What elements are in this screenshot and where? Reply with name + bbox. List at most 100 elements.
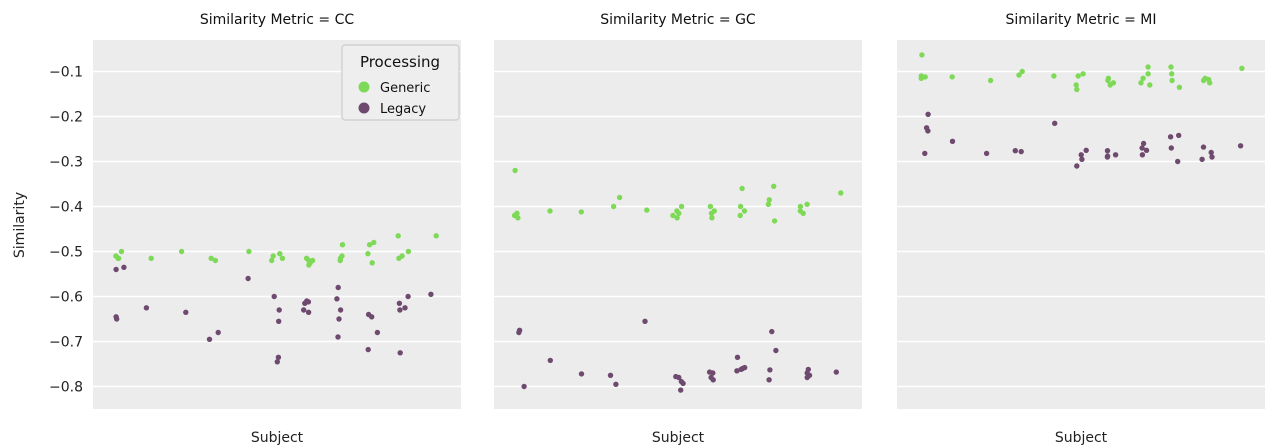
point-generic (1145, 71, 1151, 77)
point-legacy (1143, 147, 1150, 153)
point-legacy (1139, 152, 1146, 158)
point-generic (1075, 73, 1081, 79)
point-legacy (1139, 145, 1145, 151)
point-legacy (1167, 134, 1174, 140)
point-legacy (335, 284, 341, 291)
panel-background (494, 40, 862, 409)
point-legacy (708, 374, 714, 381)
point-generic (1200, 77, 1207, 84)
point-generic (737, 203, 744, 210)
point-generic (339, 253, 345, 259)
point-legacy (766, 377, 772, 383)
point-generic (269, 257, 275, 264)
legend-box (341, 44, 460, 121)
point-generic (670, 212, 676, 219)
panel-title: Similarity Metric = CC (200, 12, 355, 28)
panel-title: Similarity Metric = GC (600, 12, 756, 28)
point-legacy (547, 357, 553, 364)
y-axis: −0.1 −0.2 −0.3 −0.4 −0.5 −0.6 −0.7 −0.8 (49, 65, 83, 396)
point-generic (741, 208, 748, 214)
point-legacy (578, 371, 585, 377)
point-legacy (642, 318, 648, 324)
point-generic (987, 77, 994, 84)
point-generic (804, 201, 810, 207)
point-generic (113, 253, 119, 259)
point-generic (405, 248, 412, 255)
point-generic (616, 194, 623, 201)
point-generic (838, 190, 844, 196)
point-generic (212, 257, 219, 264)
point-legacy (369, 314, 375, 320)
point-generic (371, 239, 377, 246)
point-generic (396, 255, 402, 261)
point-generic (1147, 82, 1153, 88)
point-legacy (925, 111, 931, 118)
point-legacy (335, 334, 341, 340)
point-generic (1073, 82, 1079, 88)
y-tick-label: −0.1 (49, 65, 83, 81)
point-generic (610, 203, 617, 210)
point-generic (277, 251, 283, 257)
point-legacy (1012, 148, 1018, 154)
point-legacy (1104, 154, 1111, 160)
point-generic (797, 203, 804, 210)
point-legacy (1237, 143, 1244, 149)
point-legacy (405, 293, 411, 300)
panel-3: Similarity Metric = MI Subject (897, 12, 1265, 446)
point-legacy (1112, 152, 1119, 158)
point-legacy (276, 318, 282, 324)
point-legacy (206, 336, 213, 342)
point-legacy (245, 275, 251, 282)
point-legacy (742, 364, 748, 371)
point-legacy (215, 329, 221, 336)
point-generic (1169, 77, 1175, 84)
legend-marker-legacy (358, 102, 370, 114)
point-legacy (428, 291, 434, 297)
point-legacy (1199, 156, 1205, 162)
point-generic (771, 183, 777, 189)
point-generic (919, 52, 925, 58)
point-legacy (1083, 147, 1089, 153)
point-legacy (113, 266, 119, 273)
point-generic (246, 248, 252, 255)
point-generic (1168, 64, 1174, 70)
point-generic (337, 257, 343, 264)
y-tick-label: −0.3 (49, 155, 83, 171)
point-generic (678, 203, 685, 210)
point-generic (279, 255, 286, 261)
point-legacy (275, 354, 282, 360)
point-generic (309, 257, 316, 264)
legend-marker-generic (358, 81, 370, 93)
point-legacy (1140, 140, 1147, 147)
point-generic (1176, 84, 1183, 91)
point-generic (674, 208, 680, 214)
point-legacy (607, 372, 614, 378)
point-legacy (521, 383, 527, 390)
panel-2: Similarity Metric = GC Subject (494, 12, 862, 446)
point-generic (369, 260, 375, 266)
panel-title: Similarity Metric = MI (1005, 12, 1156, 28)
point-generic (709, 215, 715, 221)
panel-background (897, 40, 1265, 409)
point-legacy (1052, 120, 1058, 127)
point-generic (395, 233, 401, 239)
point-legacy (922, 150, 928, 157)
point-generic (578, 209, 584, 215)
point-generic (765, 201, 772, 207)
point-generic (339, 242, 346, 248)
point-generic (707, 203, 714, 210)
point-generic (922, 74, 928, 80)
point-generic (766, 197, 772, 203)
point-generic (1239, 65, 1245, 72)
point-generic (1138, 80, 1144, 86)
point-legacy (1208, 149, 1214, 156)
point-generic (1145, 64, 1151, 70)
point-generic (366, 242, 373, 248)
point-legacy (1074, 163, 1080, 169)
point-legacy (1176, 132, 1182, 139)
point-generic (737, 212, 743, 219)
point-legacy (1104, 148, 1111, 154)
point-legacy (925, 128, 931, 134)
point-generic (797, 208, 803, 214)
